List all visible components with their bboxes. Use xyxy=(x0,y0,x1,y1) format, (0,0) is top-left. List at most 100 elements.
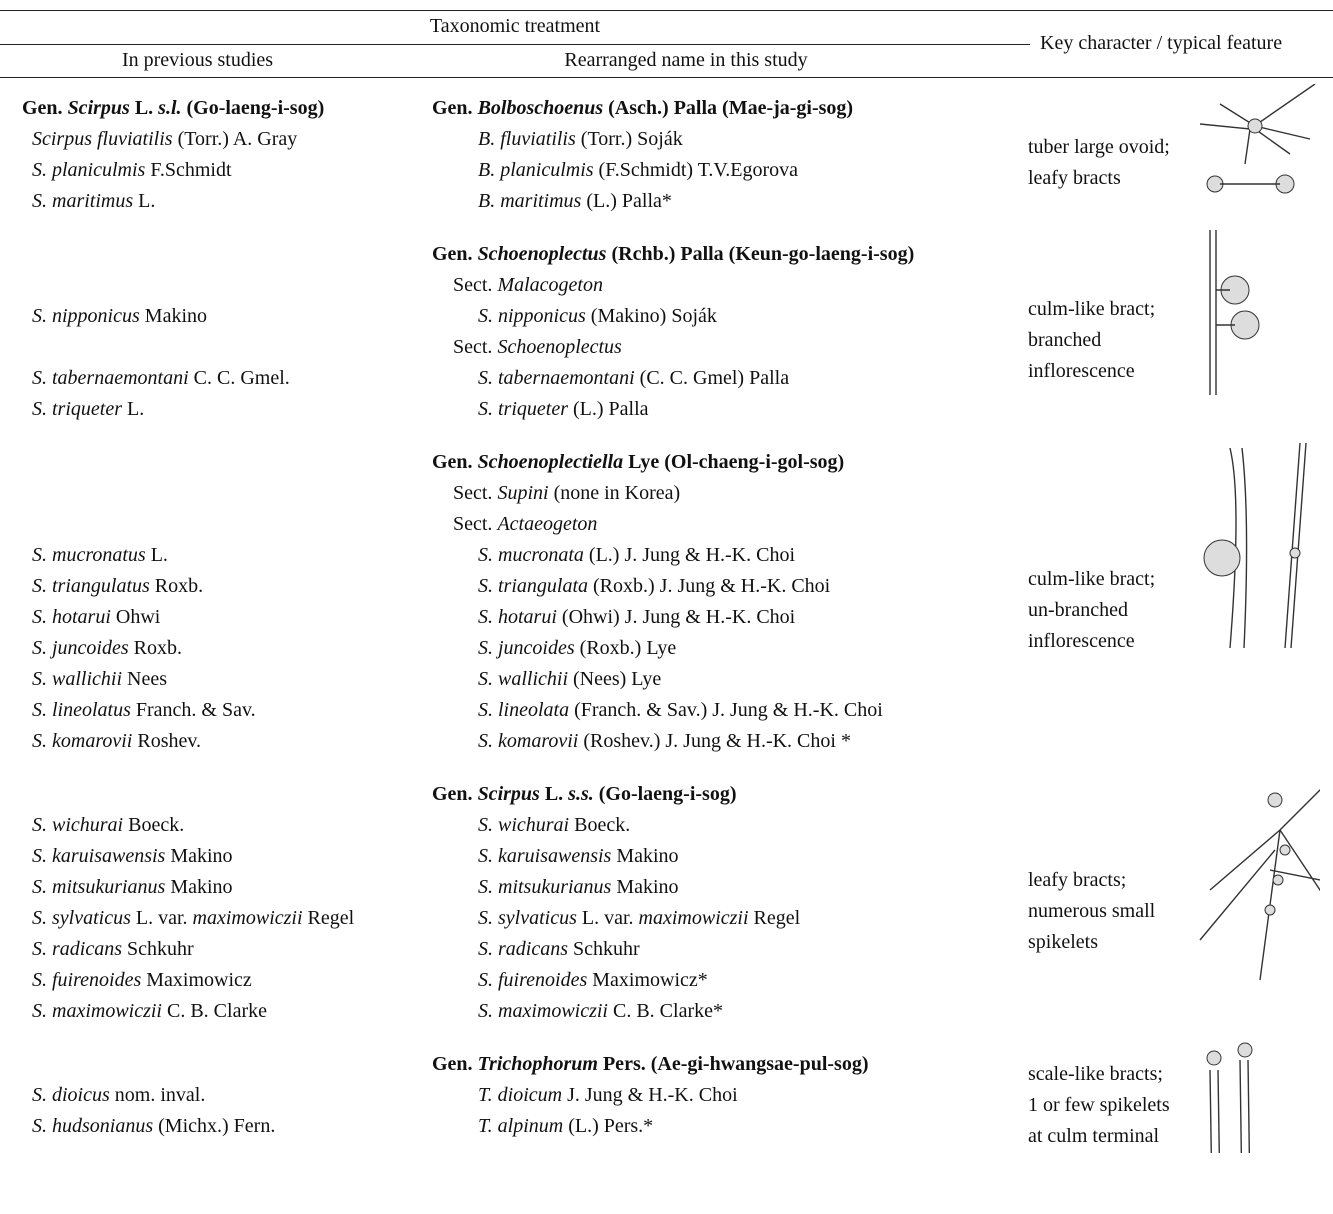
illustration xyxy=(1199,789,1320,981)
italic-text: S. wichurai xyxy=(478,814,570,836)
italic-text: S. triqueter xyxy=(478,398,568,420)
text: Schkuhr xyxy=(122,938,194,960)
text: (Go-laeng-i-sog) xyxy=(181,97,325,119)
italic-text: B. fluviatilis xyxy=(478,128,576,150)
feature-text: numerous small xyxy=(1028,899,1156,922)
text: L. xyxy=(133,190,156,212)
genus-heading: Gen. Schoenoplectiella Lye (Ol-chaeng-i-… xyxy=(432,450,844,474)
italic-text: Scirpus xyxy=(67,97,130,119)
new-name: B. fluviatilis (Torr.) Soják xyxy=(478,127,683,151)
previous-name: S. planiculmis F.Schmidt xyxy=(32,158,232,182)
previous-name: S. juncoides Roxb. xyxy=(32,636,182,660)
rule-top xyxy=(0,10,1333,11)
new-name: S. wallichii (Nees) Lye xyxy=(478,667,661,691)
feature-text: leafy bracts xyxy=(1028,167,1121,189)
text: Pers. (Ae-gi-hwangsae-pul-sog) xyxy=(597,1053,869,1075)
feature-text: inflorescence xyxy=(1028,629,1135,652)
text: (L.) Pers.* xyxy=(563,1115,654,1137)
italic-text: S. nipponicus xyxy=(32,305,140,327)
italic-text: Supini xyxy=(497,482,549,504)
italic-text: Scirpus xyxy=(477,783,540,805)
text: Gen. xyxy=(432,243,478,265)
italic-text: s.l. xyxy=(158,97,182,119)
genus-heading: Gen. Bolboschoenus (Asch.) Palla (Mae-ja… xyxy=(432,96,853,120)
italic-text: Schoenoplectiella xyxy=(477,451,624,473)
new-name: S. sylvaticus L. var. maximowiczii Regel xyxy=(478,906,800,930)
feature-text: culm-like bract; xyxy=(1028,567,1156,590)
feature-text: spikelets xyxy=(1028,930,1098,953)
italic-text: maximowiczii xyxy=(192,907,303,929)
text: L. var. xyxy=(130,907,193,929)
italic-text: S. fuirenoides xyxy=(478,969,588,991)
new-name: S. maximowiczii C. B. Clarke* xyxy=(478,999,723,1023)
italic-text: B. maritimus xyxy=(478,190,582,212)
text: F.Schmidt xyxy=(145,159,232,181)
column-header: Key character / typical feature xyxy=(1036,31,1283,55)
text: L. var. xyxy=(576,907,639,929)
text: (L.) Palla xyxy=(568,398,649,420)
italic-text: S. mitsukurianus xyxy=(478,876,612,898)
text: Regel xyxy=(748,907,801,929)
previous-name: S. fuirenoides Maximowicz xyxy=(32,968,252,992)
text: Sect. xyxy=(453,336,498,358)
previous-name: S. triangulatus Roxb. xyxy=(32,574,203,598)
genus-heading: Gen. Trichophorum Pers. (Ae-gi-hwangsae-… xyxy=(432,1052,869,1076)
italic-text: S. hotarui xyxy=(478,606,557,628)
text: L. xyxy=(122,398,145,420)
previous-name: S. wichurai Boeck. xyxy=(32,813,184,837)
feature-text: tuber large ovoid; xyxy=(1028,136,1170,158)
text: L. xyxy=(539,783,569,805)
italic-text: S. radicans xyxy=(478,938,568,960)
text: Regel xyxy=(302,907,355,929)
italic-text: Schoenoplectus xyxy=(477,243,607,265)
text: Maximowicz xyxy=(141,969,252,991)
text: (Torr.) A. Gray xyxy=(172,128,298,150)
italic-text: S. karuisawensis xyxy=(32,845,166,867)
text: Boeck. xyxy=(123,814,185,836)
text: (L.) J. Jung & H.-K. Choi xyxy=(583,544,796,566)
italic-text: S. wallichii xyxy=(32,668,122,690)
italic-text: B. planiculmis xyxy=(478,159,594,181)
new-name: S. juncoides (Roxb.) Lye xyxy=(478,636,676,660)
new-name: T. dioicum J. Jung & H.-K. Choi xyxy=(478,1083,738,1107)
new-name: S. radicans Schkuhr xyxy=(478,937,640,961)
italic-text: S. tabernaemontani xyxy=(32,367,189,389)
text: (Nees) Lye xyxy=(568,668,662,690)
text: Boeck. xyxy=(569,814,631,836)
illustration xyxy=(1199,84,1316,194)
text: Makino xyxy=(165,876,233,898)
new-name: S. wichurai Boeck. xyxy=(478,813,630,837)
new-name: S. nipponicus (Makino) Soják xyxy=(478,304,717,328)
text: (C. C. Gmel) Palla xyxy=(634,367,790,389)
italic-text: Actaeogeton xyxy=(497,513,598,535)
italic-text: Scirpus fluviatilis xyxy=(32,128,173,150)
text: Gen. xyxy=(432,1053,478,1075)
previous-name: S. hotarui Ohwi xyxy=(32,605,160,629)
italic-text: s.s. xyxy=(568,783,594,805)
text: C. B. Clarke xyxy=(162,1000,267,1022)
text: Makino xyxy=(165,845,233,867)
text: Gen. xyxy=(22,97,68,119)
text: Lye (Ol-chaeng-i-gol-sog) xyxy=(623,451,845,473)
previous-name: S. triqueter L. xyxy=(32,397,144,421)
previous-name: S. sylvaticus L. var. maximowiczii Regel xyxy=(32,906,354,930)
italic-text: S. triangulatus xyxy=(32,575,150,597)
text: L. xyxy=(129,97,159,119)
illustration xyxy=(1203,442,1307,649)
feature-text: scale-like bracts; xyxy=(1028,1063,1163,1085)
text: (Torr.) Soják xyxy=(575,128,683,150)
text: J. Jung & H.-K. Choi xyxy=(562,1084,738,1106)
italic-text: S. mitsukurianus xyxy=(32,876,166,898)
section-name: Sect. Malacogeton xyxy=(453,273,603,297)
italic-text: S. triqueter xyxy=(32,398,122,420)
italic-text: Trichophorum xyxy=(477,1053,598,1075)
text: (L.) Palla* xyxy=(581,190,672,212)
text: (none in Korea) xyxy=(548,482,681,504)
italic-text: S. lineolata xyxy=(478,699,570,721)
text: C. B. Clarke* xyxy=(608,1000,723,1022)
feature-text: culm-like bract; xyxy=(1028,297,1156,320)
italic-text: S. juncoides xyxy=(478,637,575,659)
section-name: Sect. Supini (none in Korea) xyxy=(453,481,680,505)
column-header: Rearranged name in this study xyxy=(564,49,808,71)
italic-text: T. dioicum xyxy=(478,1084,563,1106)
